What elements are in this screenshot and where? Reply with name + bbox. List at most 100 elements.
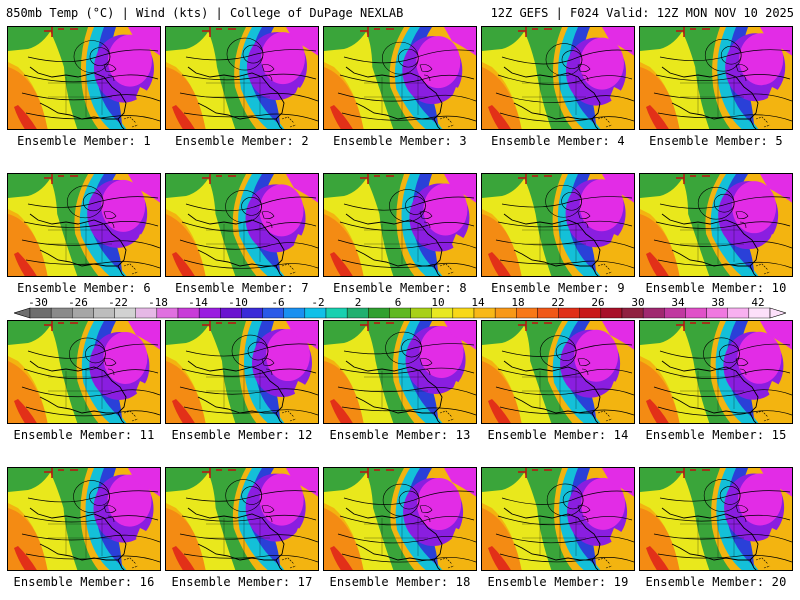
header: 850mb Temp (°C) | Wind (kts) | College o… bbox=[0, 0, 800, 22]
ensemble-member-label: Ensemble Member: 3 bbox=[333, 134, 467, 148]
scale-tick-label: -14 bbox=[188, 296, 208, 309]
scale-tick-label: 14 bbox=[471, 296, 485, 309]
scale-color-bin bbox=[283, 307, 306, 319]
scale-color-bin bbox=[706, 307, 728, 319]
ensemble-map-panel bbox=[165, 26, 319, 130]
scale-color-bin bbox=[114, 307, 136, 319]
scale-tick-label: -2 bbox=[311, 296, 325, 309]
ensemble-member-label: Ensemble Member: 5 bbox=[649, 134, 783, 148]
scale-tick-label: -30 bbox=[28, 296, 48, 309]
product-title: 850mb Temp (°C) | Wind (kts) | College o… bbox=[6, 6, 404, 20]
scale-color-bin bbox=[346, 307, 369, 319]
scale-tick-label: 18 bbox=[511, 296, 525, 309]
ensemble-map-panel bbox=[481, 467, 635, 571]
scale-tick-label: 2 bbox=[354, 296, 362, 309]
scale-color-bin bbox=[410, 307, 432, 319]
ensemble-member-label: Ensemble Member: 9 bbox=[491, 281, 625, 295]
scale-color-bin bbox=[198, 307, 221, 319]
ensemble-map-panel bbox=[481, 320, 635, 424]
scale-color-bin bbox=[727, 307, 750, 319]
scale-color-bin bbox=[431, 307, 454, 319]
ensemble-map-panel bbox=[481, 173, 635, 277]
ensemble-member-label: Ensemble Member: 17 bbox=[171, 575, 313, 589]
ensemble-member-label: Ensemble Member: 1 bbox=[17, 134, 151, 148]
ensemble-map-panel bbox=[323, 467, 477, 571]
scale-tick-label: 34 bbox=[671, 296, 685, 309]
scale-color-bin bbox=[262, 307, 284, 319]
ensemble-member-label: Ensemble Member: 8 bbox=[333, 281, 467, 295]
scale-color-bin bbox=[304, 307, 327, 319]
scale-color-bin bbox=[473, 307, 496, 319]
ensemble-map-panel bbox=[639, 320, 793, 424]
scale-color-bin bbox=[368, 307, 390, 319]
scale-color-bin bbox=[621, 307, 644, 319]
scale-color-bin bbox=[72, 307, 94, 319]
scale-max-arrow bbox=[769, 307, 786, 319]
ensemble-member-label: Ensemble Member: 7 bbox=[175, 281, 309, 295]
ensemble-map-panel bbox=[481, 26, 635, 130]
scale-color-bin bbox=[494, 307, 517, 319]
ensemble-map-panel bbox=[165, 467, 319, 571]
scale-min-arrow bbox=[14, 307, 31, 319]
ensemble-member-label: Ensemble Member: 11 bbox=[13, 428, 155, 442]
scale-tick-label: 26 bbox=[591, 296, 605, 309]
scale-color-bin bbox=[642, 307, 665, 319]
scale-color-bin bbox=[241, 307, 263, 319]
ensemble-map-panel bbox=[323, 173, 477, 277]
ensemble-map-panel bbox=[7, 26, 161, 130]
scale-tick-label: 38 bbox=[711, 296, 725, 309]
ensemble-member-label: Ensemble Member: 2 bbox=[175, 134, 309, 148]
ensemble-member-label: Ensemble Member: 20 bbox=[645, 575, 787, 589]
ensemble-member-label: Ensemble Member: 15 bbox=[645, 428, 787, 442]
ensemble-map-panel bbox=[323, 26, 477, 130]
scale-color-bin bbox=[50, 307, 73, 319]
color-scale-bar bbox=[14, 307, 786, 319]
scale-color-bin bbox=[389, 307, 411, 319]
ensemble-map-panel bbox=[7, 173, 161, 277]
scale-color-bin bbox=[685, 307, 707, 319]
ensemble-map-panel bbox=[165, 173, 319, 277]
scale-color-bin bbox=[220, 307, 242, 319]
ensemble-map-panel bbox=[7, 467, 161, 571]
scale-color-bin bbox=[664, 307, 686, 319]
scale-tick-label: -6 bbox=[271, 296, 285, 309]
scale-color-bin bbox=[579, 307, 602, 319]
scale-color-bin bbox=[748, 307, 771, 319]
ensemble-map-panel bbox=[639, 467, 793, 571]
scale-tick-label: 6 bbox=[394, 296, 402, 309]
scale-tick-label: 22 bbox=[551, 296, 565, 309]
ensemble-map-panel bbox=[639, 173, 793, 277]
ensemble-map-panel bbox=[639, 26, 793, 130]
scale-color-bin bbox=[156, 307, 179, 319]
ensemble-member-label: Ensemble Member: 18 bbox=[329, 575, 471, 589]
ensemble-member-label: Ensemble Member: 10 bbox=[645, 281, 787, 295]
scale-color-bin bbox=[516, 307, 538, 319]
scale-color-bin bbox=[452, 307, 475, 319]
scale-color-bin bbox=[93, 307, 115, 319]
scale-color-bin bbox=[600, 307, 623, 319]
scale-color-bin bbox=[135, 307, 158, 319]
scale-tick-label: -10 bbox=[228, 296, 248, 309]
scale-tick-label: -22 bbox=[108, 296, 128, 309]
ensemble-map-panel bbox=[165, 320, 319, 424]
ensemble-member-label: Ensemble Member: 19 bbox=[487, 575, 629, 589]
ensemble-member-label: Ensemble Member: 12 bbox=[171, 428, 313, 442]
scale-color-bin bbox=[29, 307, 52, 319]
scale-tick-label: 10 bbox=[431, 296, 445, 309]
ensemble-map-panel bbox=[7, 320, 161, 424]
scale-color-bin bbox=[177, 307, 200, 319]
scale-color-bin bbox=[537, 307, 559, 319]
ensemble-map-panel bbox=[323, 320, 477, 424]
scale-color-bin bbox=[558, 307, 580, 319]
ensemble-member-label: Ensemble Member: 6 bbox=[17, 281, 151, 295]
ensemble-member-label: Ensemble Member: 13 bbox=[329, 428, 471, 442]
scale-tick-label: 30 bbox=[631, 296, 645, 309]
scale-tick-label: -26 bbox=[68, 296, 88, 309]
ensemble-member-label: Ensemble Member: 16 bbox=[13, 575, 155, 589]
scale-tick-label: -18 bbox=[148, 296, 168, 309]
ensemble-member-label: Ensemble Member: 4 bbox=[491, 134, 625, 148]
scale-color-bin bbox=[325, 307, 348, 319]
scale-tick-label: 42 bbox=[751, 296, 765, 309]
ensemble-member-label: Ensemble Member: 14 bbox=[487, 428, 629, 442]
valid-time: 12Z GEFS | F024 Valid: 12Z MON NOV 10 20… bbox=[490, 6, 794, 20]
